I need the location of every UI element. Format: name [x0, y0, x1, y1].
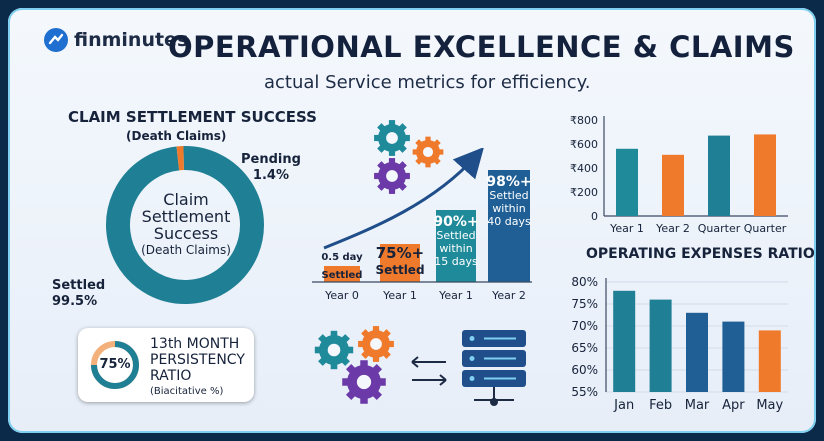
opex-ytick-0: 80% [571, 275, 598, 289]
rupee-category-1: Year 2 [655, 222, 690, 235]
persistency-value: 75% [99, 357, 131, 372]
speed-bar-label-0-1: Settled [322, 270, 363, 281]
persistency-ring-fill [91, 341, 139, 389]
rupee-ytick-4: 0 [591, 210, 598, 223]
rupee-bar-1 [662, 154, 684, 216]
claims-donut-chart [106, 146, 264, 304]
rupee-bar-chart: ₹800 ₹600 ₹400 ₹200 0 Year 1 Year 2 Quarter Quar… [570, 114, 788, 235]
opex-bar-chart: 80% 75% 70% 65% 60% 55% Jan Feb Mar Apr May [571, 275, 788, 413]
speed-bar-label-2-3: 15 days [434, 255, 478, 268]
rupee-bar-3 [754, 134, 776, 216]
logo-icon [44, 28, 68, 52]
rupee-ytick-2: ₹400 [570, 162, 598, 175]
speed-category-1: Year 1 [382, 289, 417, 302]
opex-category-2: Mar [685, 398, 710, 413]
brand-logo: finminutes [44, 28, 188, 52]
gears-icon [374, 120, 444, 194]
speed-bar-2 [436, 210, 476, 282]
rupee-category-2: Quarter [698, 222, 741, 235]
speed-bar-0 [324, 266, 360, 282]
speed-bar-3 [488, 170, 530, 282]
persistency-line3: RATIO [150, 368, 192, 384]
claims-subtitle: (Death Claims) [126, 129, 227, 143]
persistency-line2: PERSISTENCY [150, 352, 245, 368]
rupee-ytick-3: ₹200 [570, 186, 598, 199]
donut-center-line4: (Death Claims) [141, 243, 231, 257]
rupee-category-0: Year 1 [609, 222, 644, 235]
persistency-card: 75% 13th MONTH PERSISTENCY RATIO (Biacit… [78, 328, 254, 402]
opex-ytick-2: 70% [571, 319, 598, 333]
settled-value: 99.5% [52, 294, 98, 309]
opex-title: OPERATING EXPENSES RATIO [586, 246, 815, 262]
speed-category-0: Year 0 [324, 289, 359, 302]
opex-bar-0 [613, 290, 636, 392]
speed-category-2: Year 1 [438, 289, 473, 302]
speed-bar-label-0-0: 0.5 day [321, 252, 363, 263]
page-title: OPERATIONAL EXCELLENCE & CLAIMS [168, 30, 795, 64]
opex-bar-1 [649, 299, 672, 392]
opex-category-3: Apr [722, 398, 745, 413]
page-subtitle: actual Service metrics for efficiency. [264, 72, 591, 93]
speed-bar-label-2-1: Settled [436, 229, 475, 242]
opex-bar-2 [686, 312, 708, 392]
speed-bar-label-2-2: within [439, 242, 472, 255]
speed-bar-label-3-2: within [492, 202, 525, 215]
speed-bar-1 [380, 244, 420, 282]
opex-ytick-1: 75% [571, 297, 598, 311]
speed-bar-label-2-0: 90%+ [433, 214, 478, 230]
opex-ytick-5: 55% [571, 385, 598, 399]
brand-name: finminutes [74, 29, 189, 51]
opex-bar-4 [758, 330, 781, 392]
pending-label: Pending [241, 152, 301, 167]
server-icon [462, 330, 526, 406]
persistency-line4: (Biacitative %) [150, 386, 224, 397]
settled-label: Settled [52, 278, 106, 293]
claims-title: CLAIM SETTLEMENT SUCCESS [68, 108, 317, 126]
speed-bar-label-1-1: Settled [375, 263, 424, 277]
rupee-ytick-1: ₹600 [570, 138, 598, 151]
speed-category-3: Year 2 [491, 289, 526, 302]
persistency-line1: 13th MONTH [150, 336, 240, 352]
donut-center-line3: Success [153, 224, 219, 243]
rupee-bar-2 [708, 135, 730, 216]
speed-bar-label-1-0: 75%+ [376, 244, 424, 262]
opex-bar-3 [722, 321, 745, 392]
growth-arrow-icon [323, 148, 484, 250]
speed-bar-label-3-3: 40 days [487, 215, 531, 228]
opex-category-4: May [756, 398, 783, 413]
rupee-ytick-0: ₹800 [570, 114, 598, 127]
donut-center-line2: Settlement [141, 207, 231, 226]
rupee-bar-0 [616, 148, 638, 216]
sync-arrows-icon [411, 356, 447, 386]
pending-value: 1.4% [252, 168, 289, 183]
opex-category-0: Jan [613, 398, 634, 413]
speed-bar-label-3-0: 98%+ [486, 174, 531, 190]
rupee-category-3: Quarter [744, 222, 787, 235]
opex-ytick-4: 60% [571, 363, 598, 377]
donut-slice-settled [106, 146, 264, 304]
donut-center-line1: Claim [163, 190, 209, 209]
opex-category-1: Feb [649, 398, 672, 413]
persistency-ring [91, 341, 139, 389]
gears-bottom-icon [314, 326, 394, 404]
opex-ytick-3: 65% [571, 341, 598, 355]
speed-bar-label-3-1: Settled [489, 189, 528, 202]
infographic-frame: finminutes OPERATIONAL EXCELLENCE & CLAI… [8, 8, 816, 433]
